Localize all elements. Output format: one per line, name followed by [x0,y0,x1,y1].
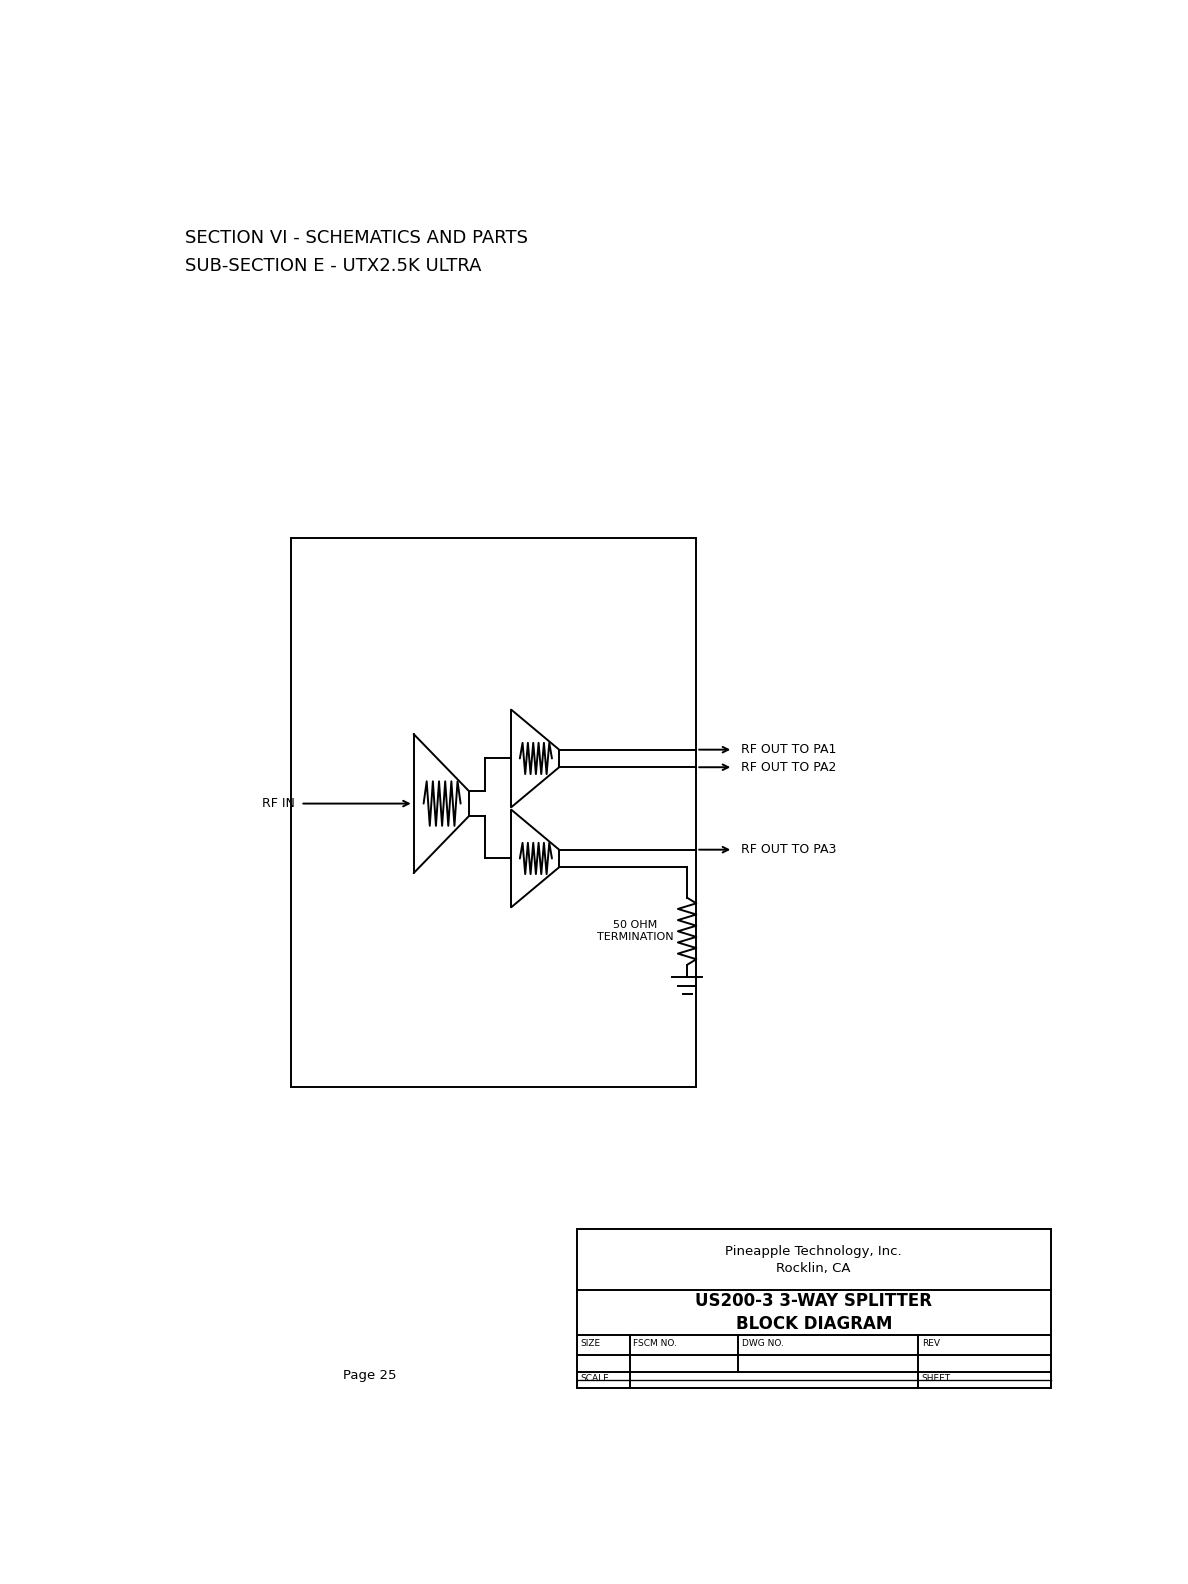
Text: SUB-SECTION E - UTX2.5K ULTRA: SUB-SECTION E - UTX2.5K ULTRA [185,257,482,276]
Text: US200-3 3-WAY SPLITTER
BLOCK DIAGRAM: US200-3 3-WAY SPLITTER BLOCK DIAGRAM [695,1293,933,1332]
Text: RF IN: RF IN [263,797,295,809]
Text: RF OUT TO PA2: RF OUT TO PA2 [740,760,836,773]
Bar [291,537,696,1087]
Text: SIZE: SIZE [580,1338,600,1348]
Text: 50 OHM
TERMINATION: 50 OHM TERMINATION [596,920,674,942]
Text: RF OUT TO PA3: RF OUT TO PA3 [740,843,836,857]
Text: SHEET: SHEET [922,1375,950,1383]
Text: Pineapple Technology, Inc.
Rocklin, CA: Pineapple Technology, Inc. Rocklin, CA [726,1245,902,1275]
Text: SCALE: SCALE [580,1375,609,1383]
Text: DWG NO.: DWG NO. [741,1338,783,1348]
Text: Page 25: Page 25 [342,1369,397,1383]
Text: SECTION VI - SCHEMATICS AND PARTS: SECTION VI - SCHEMATICS AND PARTS [185,230,529,247]
Text: FSCM NO.: FSCM NO. [633,1338,677,1348]
Text: RF OUT TO PA1: RF OUT TO PA1 [740,743,836,756]
Bar [576,1229,1051,1388]
Text: REV: REV [922,1338,940,1348]
